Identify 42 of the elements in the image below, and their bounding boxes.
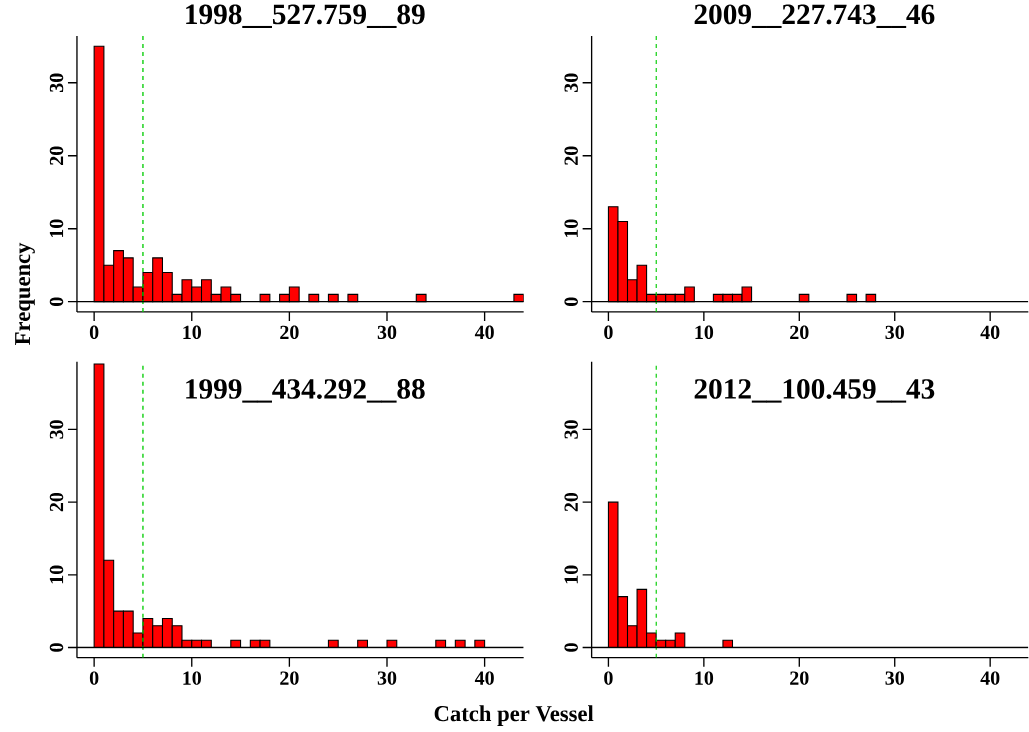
y-tick-label: 0	[49, 643, 64, 652]
x-tick-label: 40	[980, 671, 1000, 686]
y-tick-label: 10	[564, 219, 578, 238]
chart-title: 2012__100.459__43	[694, 379, 935, 403]
x-tick-label: 0	[604, 671, 613, 686]
y-tick-label: 20	[564, 146, 578, 166]
x-tick-label: 10	[183, 671, 201, 686]
y-tick-label: 20	[49, 493, 64, 512]
y-tick-label: 20	[564, 493, 578, 512]
y-tick-label: 20	[49, 146, 64, 166]
y-tick-label: 0	[564, 297, 578, 307]
x-tick-label: 20	[280, 671, 299, 686]
y-tick-label: 10	[49, 565, 64, 584]
y-tick-label: 0	[564, 643, 578, 652]
y-tick-label: 0	[49, 297, 64, 307]
y-axis-title: Frequency	[15, 242, 35, 346]
x-tick-label: 10	[183, 325, 201, 340]
x-tick-label: 30	[885, 671, 904, 686]
x-tick-label: 0	[89, 325, 99, 340]
x-tick-label: 20	[790, 671, 809, 686]
y-tick-label: 30	[564, 420, 578, 439]
x-tick-label: 10	[695, 325, 714, 340]
x-tick-label: 10	[695, 671, 714, 686]
x-tick-label: 30	[377, 671, 397, 686]
x-tick-label: 40	[980, 325, 1000, 340]
y-tick-label: 30	[49, 73, 64, 93]
x-tick-label: 30	[377, 325, 397, 340]
x-axis-title: Catch per Vessel	[434, 705, 594, 727]
y-tick-label: 30	[564, 73, 578, 93]
y-tick-label: 10	[49, 219, 64, 238]
y-tick-label: 10	[564, 565, 578, 584]
x-tick-label: 0	[89, 671, 99, 686]
x-tick-label: 0	[604, 325, 613, 340]
chart-title: 1999__434.292__88	[186, 379, 425, 403]
chart-title: 2009__227.743__46	[694, 4, 935, 29]
chart-title: 1998__527.759__89	[186, 4, 425, 29]
x-tick-label: 20	[790, 325, 809, 340]
x-tick-label: 40	[474, 671, 494, 686]
x-tick-label: 30	[885, 325, 904, 340]
y-tick-label: 30	[49, 420, 64, 439]
x-tick-label: 40	[474, 325, 494, 340]
x-tick-label: 20	[280, 325, 299, 340]
